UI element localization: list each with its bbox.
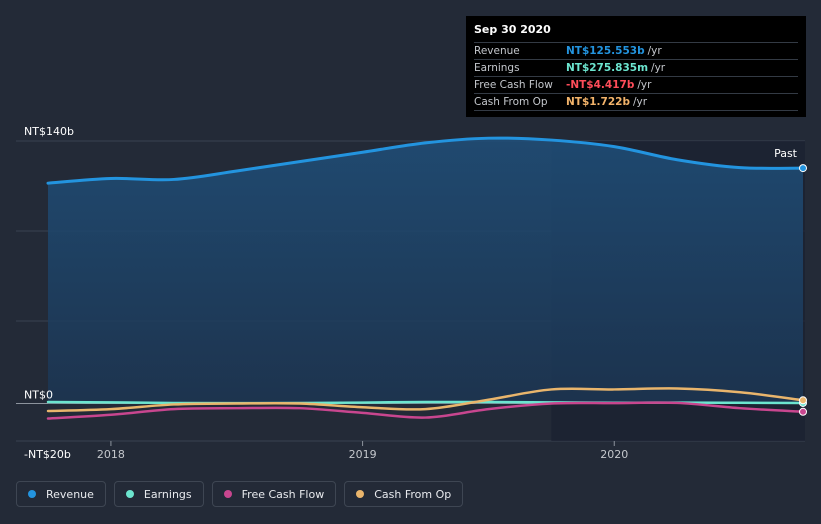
tooltip-unit: /yr [651,62,666,74]
tooltip-value: NT$275.835m [566,62,649,74]
y-axis-label: NT$0 [24,389,53,402]
past-label: Past [774,147,798,160]
tooltip-value: -NT$4.417b [566,79,635,91]
legend-dot-icon [125,490,134,498]
legend-label: Free Cash Flow [241,487,325,501]
x-axis-ticks: 2018 2019 2020 [97,441,628,461]
legend-dot-icon [28,490,36,498]
tooltip-label: Free Cash Flow [474,79,553,91]
legend-dot-icon [223,490,232,498]
x-tick-label: 2018 [97,448,125,461]
legend-item-revenue[interactable]: Revenue [16,481,106,507]
y-axis-label: -NT$20b [24,448,71,461]
tooltip-date: Sep 30 2020 [474,23,551,36]
legend: Revenue Earnings Free Cash Flow Cash Fro… [16,481,464,507]
series-line-revenue [46,136,805,185]
revenue-area-fill [48,138,803,404]
legend-label: Revenue [46,487,94,501]
tooltip-label: Revenue [474,45,520,57]
tooltip: Sep 30 2020 Revenue NT$125.553b /yr Earn… [466,16,806,117]
tooltip-unit: /yr [637,79,652,91]
legend-item-earnings[interactable]: Earnings [113,481,204,507]
tooltip-label: Cash From Op [474,96,548,108]
tooltip-row-free-cash-flow: Free Cash Flow -NT$4.417b /yr [474,76,798,93]
legend-item-free-cash-flow[interactable]: Free Cash Flow [211,481,337,507]
tooltip-row-cash-from-op: Cash From Op NT$1.722b /yr [474,93,798,111]
y-axis-label: NT$140b [24,125,74,138]
tooltip-value: NT$125.553b [566,45,645,57]
series-line-cash-from-op [46,387,805,413]
end-point-free-cash-flow [799,407,807,416]
tooltip-row-revenue: Revenue NT$125.553b /yr [474,42,798,59]
end-point-revenue [799,164,807,173]
end-points [799,164,807,416]
legend-item-cash-from-op[interactable]: Cash From Op [344,481,464,507]
x-tick-label: 2019 [349,448,377,461]
end-point-cash-from-op [799,396,807,405]
tooltip-unit: /yr [647,45,662,57]
legend-label: Earnings [143,487,192,501]
series-line-free-cash-flow [46,401,805,420]
tooltip-row-earnings: Earnings NT$275.835m /yr [474,59,798,76]
y-axis-labels: NT$140b NT$0 -NT$20b [24,125,74,461]
legend-label: Cash From Op [374,487,452,501]
legend-dot-icon [356,490,365,498]
revenue-area [48,138,803,404]
series-lines [46,136,805,420]
tooltip-label: Earnings [474,62,520,74]
x-tick-label: 2020 [600,448,628,461]
tooltip-value: NT$1.722b [566,96,630,108]
tooltip-unit: /yr [632,96,648,108]
